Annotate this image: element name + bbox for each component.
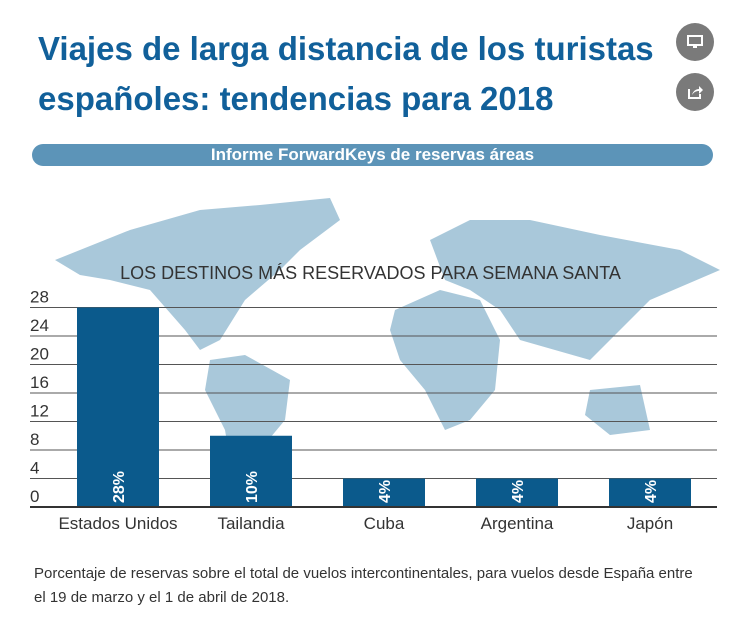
bar (210, 435, 292, 507)
bar-data-label: 4% (510, 480, 527, 503)
x-tick-label: Tailandia (217, 514, 285, 533)
x-tick-label: Estados Unidos (58, 514, 177, 533)
y-tick-label: 12 (30, 402, 49, 421)
x-tick-label: Argentina (481, 514, 554, 533)
x-tick-label: Japón (627, 514, 673, 533)
bar-data-label: 28% (111, 471, 128, 503)
subtitle-banner: Informe ForwardKeys de reservas áreas (32, 144, 713, 166)
world-map-background (55, 198, 720, 490)
y-tick-label: 4 (30, 459, 39, 478)
bar-data-label: 4% (377, 480, 394, 503)
bar-chart: 0 4 8 12 16 20 24 28 28% Estados Unidos 10% Tailand… (30, 288, 717, 533)
y-tick-label: 8 (30, 430, 39, 449)
fullscreen-button[interactable] (676, 23, 714, 61)
bar (343, 478, 425, 507)
monitor-icon (687, 35, 703, 48)
x-tick-label: Cuba (364, 514, 405, 533)
bar (609, 478, 691, 507)
bar (476, 478, 558, 507)
share-icon (688, 86, 703, 99)
bar-data-label: 10% (244, 471, 261, 503)
share-button[interactable] (676, 73, 714, 111)
footnote: Porcentaje de reservas sobre el total de… (34, 565, 693, 606)
bar-data-label: 4% (643, 480, 660, 503)
chart-title: LOS DESTINOS MÁS RESERVADOS PARA SEMANA … (120, 263, 621, 283)
y-tick-label: 28 (30, 288, 49, 307)
y-tick-label: 0 (30, 487, 39, 506)
page-title: Viajes de larga distancia de los turista… (38, 30, 654, 117)
y-tick-label: 24 (30, 316, 49, 335)
y-tick-label: 20 (30, 345, 49, 364)
y-tick-label: 16 (30, 373, 49, 392)
bar (77, 307, 159, 507)
